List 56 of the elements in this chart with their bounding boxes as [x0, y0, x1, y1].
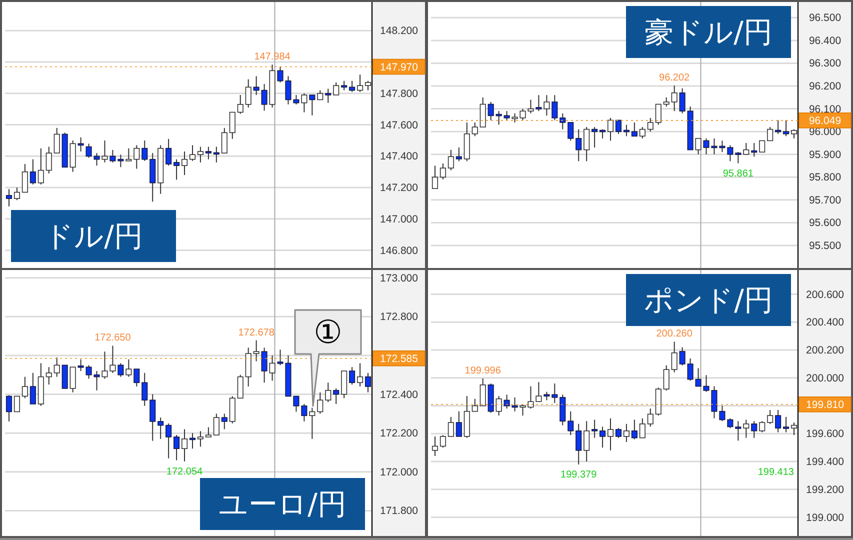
- y-tick-label: 147.000: [380, 213, 418, 226]
- ref-line-label: 96.049: [808, 114, 842, 127]
- y-tick-label: 199.400: [806, 456, 844, 468]
- annotation: ①: [314, 313, 342, 351]
- y-tick-label: 172.200: [380, 428, 418, 440]
- y-tick-label: 95.600: [808, 217, 842, 230]
- y-tick-label: 95.900: [808, 148, 842, 161]
- y-tick-label: 147.200: [380, 182, 418, 194]
- y-tick-label: 200.600: [806, 288, 844, 301]
- annotation: 172.678: [238, 327, 275, 338]
- price-line: 96.049: [430, 112, 852, 128]
- y-tick-label: 200.000: [806, 372, 844, 384]
- y-tick-label: 96.200: [808, 80, 842, 93]
- y-tick-label: 200.400: [806, 316, 844, 329]
- y-tick-label: 95.700: [808, 194, 842, 206]
- ref-line-label: 147.970: [380, 61, 418, 74]
- annotation: 95.861: [722, 168, 754, 180]
- y-tick-label: 96.400: [808, 34, 842, 47]
- y-tick-label: 96.500: [808, 12, 842, 24]
- annotation: 172.650: [94, 332, 132, 344]
- annotation: 199.996: [464, 365, 502, 376]
- annotation: 200.260: [656, 328, 693, 340]
- annotation: 199.413: [758, 467, 794, 478]
- y-tick-label: 147.600: [380, 119, 418, 132]
- ref-line-label: 199.810: [806, 398, 844, 411]
- ref-line-label: 172.585: [380, 352, 418, 365]
- y-tick-label: 96.100: [808, 103, 842, 116]
- annotation: 96.202: [659, 72, 690, 84]
- y-tick-label: 172.000: [380, 466, 418, 478]
- title-box: ユーロ/円: [200, 478, 365, 530]
- title-box: ポンド/円: [626, 274, 791, 326]
- y-tick-label: 199.200: [806, 484, 844, 496]
- y-tick-label: 95.500: [808, 240, 842, 252]
- y-tick-label: 147.400: [380, 150, 418, 163]
- y-tick-label: 95.800: [808, 172, 842, 184]
- y-tick-label: 172.400: [380, 388, 418, 401]
- y-tick-label: 96.300: [808, 58, 842, 70]
- y-tick-label: 199.600: [806, 428, 844, 440]
- y-tick-label: 173.000: [380, 272, 418, 284]
- y-tick-label: 200.200: [806, 344, 844, 357]
- y-tick-label: 96.000: [808, 126, 842, 138]
- y-tick-label: 172.800: [380, 311, 418, 324]
- annotation: 172.054: [166, 466, 204, 478]
- chart-title: ポンド/円: [644, 283, 773, 317]
- y-tick-label: 171.800: [380, 505, 418, 518]
- title-box: 豪ドル/円: [626, 6, 791, 58]
- y-tick-label: 148.200: [380, 25, 418, 38]
- y-tick-label: 146.800: [380, 244, 418, 257]
- y-tick-label: 199.000: [806, 512, 844, 524]
- price-line: 147.970: [4, 58, 426, 75]
- price-line: 199.810: [430, 396, 852, 412]
- y-tick-label: 147.800: [380, 88, 418, 100]
- chart-title: 豪ドル/円: [644, 15, 772, 49]
- title-box: ドル/円: [11, 210, 176, 262]
- callout: ①: [294, 309, 362, 407]
- annotation: 199.379: [560, 469, 598, 480]
